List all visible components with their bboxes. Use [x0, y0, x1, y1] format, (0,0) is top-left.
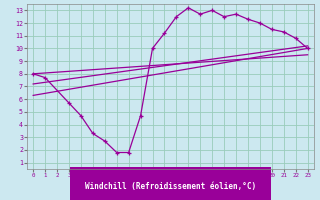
X-axis label: Windchill (Refroidissement éolien,°C): Windchill (Refroidissement éolien,°C) [85, 182, 256, 191]
